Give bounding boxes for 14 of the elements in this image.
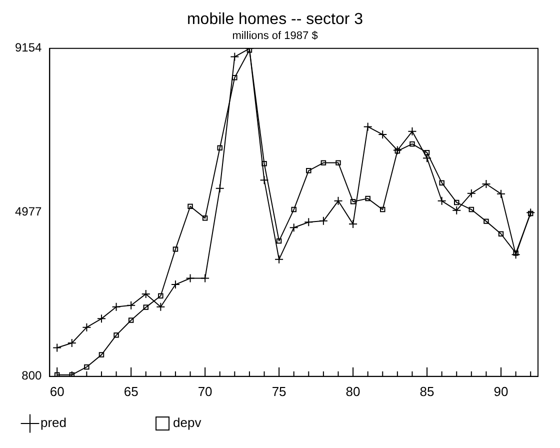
legend-label: depv: [173, 415, 280, 430]
y-tick-label: 800: [22, 368, 42, 383]
x-tick-label: 90: [494, 384, 508, 399]
chart-subtitle: millions of 1987 $: [232, 30, 318, 42]
x-tick-label: 65: [124, 384, 138, 399]
y-tick-label: 9154: [14, 40, 42, 55]
x-tick-label: 75: [272, 384, 286, 399]
legend-label: pred: [40, 415, 145, 430]
x-tick-label: 80: [346, 384, 360, 399]
x-tick-label: 70: [198, 384, 212, 399]
x-tick-label: 60: [50, 384, 64, 399]
y-tick-label: 4977: [14, 204, 42, 219]
chart-title: mobile homes -- sector 3: [186, 11, 364, 28]
x-tick-label: 85: [420, 384, 434, 399]
